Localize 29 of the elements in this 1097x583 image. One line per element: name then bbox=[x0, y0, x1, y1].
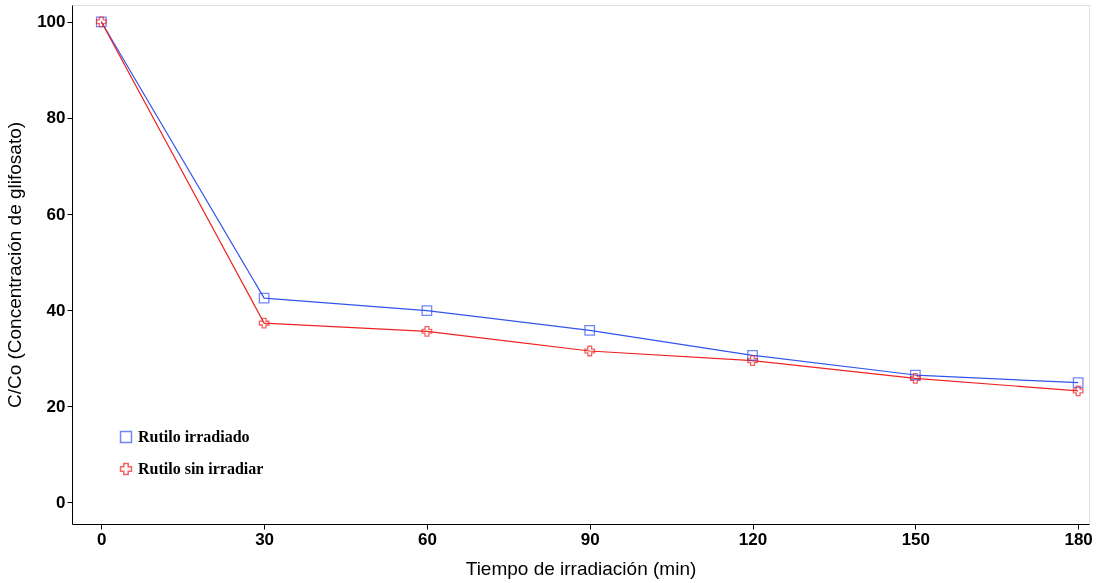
point bbox=[1072, 385, 1084, 397]
y-tick-label: 80 bbox=[46, 108, 66, 128]
y-tick-label: 100 bbox=[37, 12, 66, 32]
x-axis-title: Tiempo de irradiación (min) bbox=[465, 557, 697, 579]
y-tick-label: 20 bbox=[46, 396, 66, 416]
x-tick-label: 90 bbox=[580, 529, 600, 549]
y-tick-label: 40 bbox=[46, 300, 66, 320]
point bbox=[421, 305, 433, 317]
x-tick-label: 30 bbox=[255, 529, 275, 549]
point bbox=[258, 317, 270, 329]
y-tick-label: 0 bbox=[56, 492, 66, 512]
point bbox=[1072, 377, 1084, 389]
point bbox=[909, 373, 921, 384]
point bbox=[747, 355, 758, 366]
point bbox=[747, 349, 758, 361]
x-tick-label: 60 bbox=[417, 529, 437, 549]
x-tick-label: 180 bbox=[1064, 529, 1093, 549]
legend-label: Rutilo sin irradiar bbox=[138, 460, 264, 477]
x-tick-label: 150 bbox=[901, 529, 931, 549]
y-tick-label: 60 bbox=[46, 204, 66, 224]
point bbox=[258, 292, 270, 304]
point bbox=[584, 324, 596, 336]
point bbox=[421, 325, 433, 337]
point bbox=[909, 369, 921, 381]
x-tick-label: 120 bbox=[738, 529, 768, 549]
legend-label: Rutilo irradiado bbox=[138, 428, 250, 445]
x-tick-label: 0 bbox=[97, 529, 107, 549]
point bbox=[584, 345, 596, 357]
y-axis-title: C/Co (Concentración de glifosato) bbox=[4, 121, 26, 409]
